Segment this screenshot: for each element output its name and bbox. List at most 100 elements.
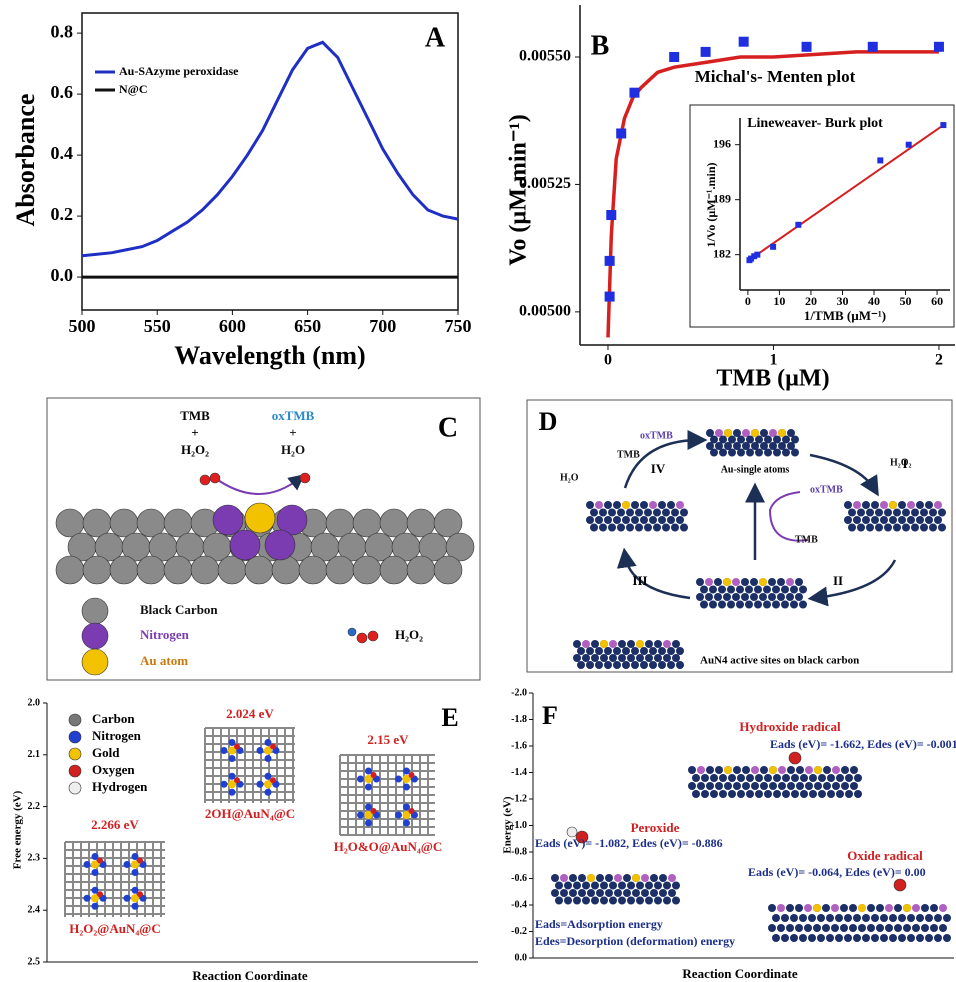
slab-atom (688, 782, 696, 790)
slab-atom (635, 509, 643, 517)
slab-atom (577, 647, 585, 655)
slab-atom (916, 516, 924, 524)
carbon-atom (164, 509, 192, 537)
slab-atom (627, 882, 635, 890)
slab-atom (836, 774, 844, 782)
slab-atom (728, 790, 736, 798)
slab-atom (596, 889, 604, 897)
slab-atom (672, 882, 680, 890)
slab-atom (618, 897, 626, 905)
carbon-atom (299, 556, 327, 584)
slab-atom (626, 509, 634, 517)
slab-atom (755, 774, 763, 782)
y-tick-label: 0.4 (51, 143, 74, 163)
slab-atom (715, 766, 723, 774)
slab-atom (822, 924, 830, 932)
data-point (669, 52, 679, 62)
y-tick-label: -1.6 (511, 740, 527, 751)
slab-atom (925, 516, 933, 524)
slab-atom (667, 501, 675, 509)
slab-atom (654, 640, 662, 648)
y-tick-label: 0.6 (51, 82, 74, 102)
slab-atom (640, 516, 648, 524)
nitrogen-atom (365, 784, 372, 791)
carbon-atom (83, 556, 111, 584)
slab-atom (835, 934, 843, 942)
slab-atom (672, 897, 680, 905)
x-tick-label: 30 (836, 294, 848, 308)
slab-atom (714, 593, 722, 601)
panel-letter: D (539, 407, 558, 436)
y-tick-label: 2.1 (28, 749, 41, 760)
plot-frame (82, 13, 458, 310)
slab-atom (600, 654, 608, 662)
slab-atom (866, 524, 874, 532)
slab-atom (823, 782, 831, 790)
oxygen-atom (409, 808, 415, 814)
legend-label: N@C (119, 82, 148, 96)
slab-atom (840, 924, 848, 932)
slab-atom (841, 782, 849, 790)
slab-atom (745, 586, 753, 594)
slab-atom (768, 593, 776, 601)
label: Edes=Desorption (deformation) energy (535, 934, 735, 948)
slab-atom (736, 586, 744, 594)
oxygen-atom (300, 473, 310, 483)
y-tick-label: 189 (713, 191, 731, 205)
nitrogen-atom (124, 895, 131, 902)
slab-atom (778, 782, 786, 790)
slab-atom (773, 449, 781, 457)
slab-atom (727, 601, 735, 609)
slab-atom (741, 593, 749, 601)
slab-atom (569, 874, 577, 882)
y-tick-label: -1.2 (511, 793, 527, 804)
slab-atom (862, 914, 870, 922)
slab-atom (710, 449, 718, 457)
gold-atom (724, 429, 732, 437)
slab-atom (876, 904, 884, 912)
slab-atom (804, 924, 812, 932)
slab-atom (853, 501, 861, 509)
slab-atom (845, 774, 853, 782)
slab-atom (727, 586, 735, 594)
slab-atom (781, 914, 789, 922)
slab-atom (609, 882, 617, 890)
slab-atom (777, 593, 785, 601)
slab-atom (608, 524, 616, 532)
slab-atom (627, 654, 635, 662)
slab-atom (750, 593, 758, 601)
slab-atom (885, 904, 893, 912)
x-tick-label: 600 (219, 316, 246, 336)
label: Peroxide (631, 820, 680, 835)
oxygen-atom (97, 891, 103, 897)
slab-atom (853, 934, 861, 942)
slab-atom (880, 914, 888, 922)
carbon-atom (326, 556, 354, 584)
slab-atom (590, 524, 598, 532)
slab-atom (627, 897, 635, 905)
slab-atom (920, 524, 928, 532)
slab-atom (700, 601, 708, 609)
slab-atom (604, 516, 612, 524)
slab-atom (631, 661, 639, 669)
slab-atom (644, 524, 652, 532)
legend-label: Oxygen (92, 762, 135, 777)
slab-atom (626, 524, 634, 532)
slab-atom (760, 766, 768, 774)
carbon-atom (434, 556, 462, 584)
slab-atom (800, 790, 808, 798)
label: H₂O (281, 442, 305, 457)
slab-atom (582, 640, 590, 648)
slab-atom (907, 914, 915, 922)
slab-atom (701, 774, 709, 782)
slab-atom (564, 882, 572, 890)
nitrogen-atom (265, 530, 295, 560)
slab-atom (705, 593, 713, 601)
slab-atom (672, 640, 680, 648)
gold-atom (587, 874, 595, 882)
slab-atom (938, 524, 946, 532)
slab-atom (754, 601, 762, 609)
slab-atom (622, 647, 630, 655)
slab-atom (614, 874, 622, 882)
slab-atom (857, 509, 865, 517)
